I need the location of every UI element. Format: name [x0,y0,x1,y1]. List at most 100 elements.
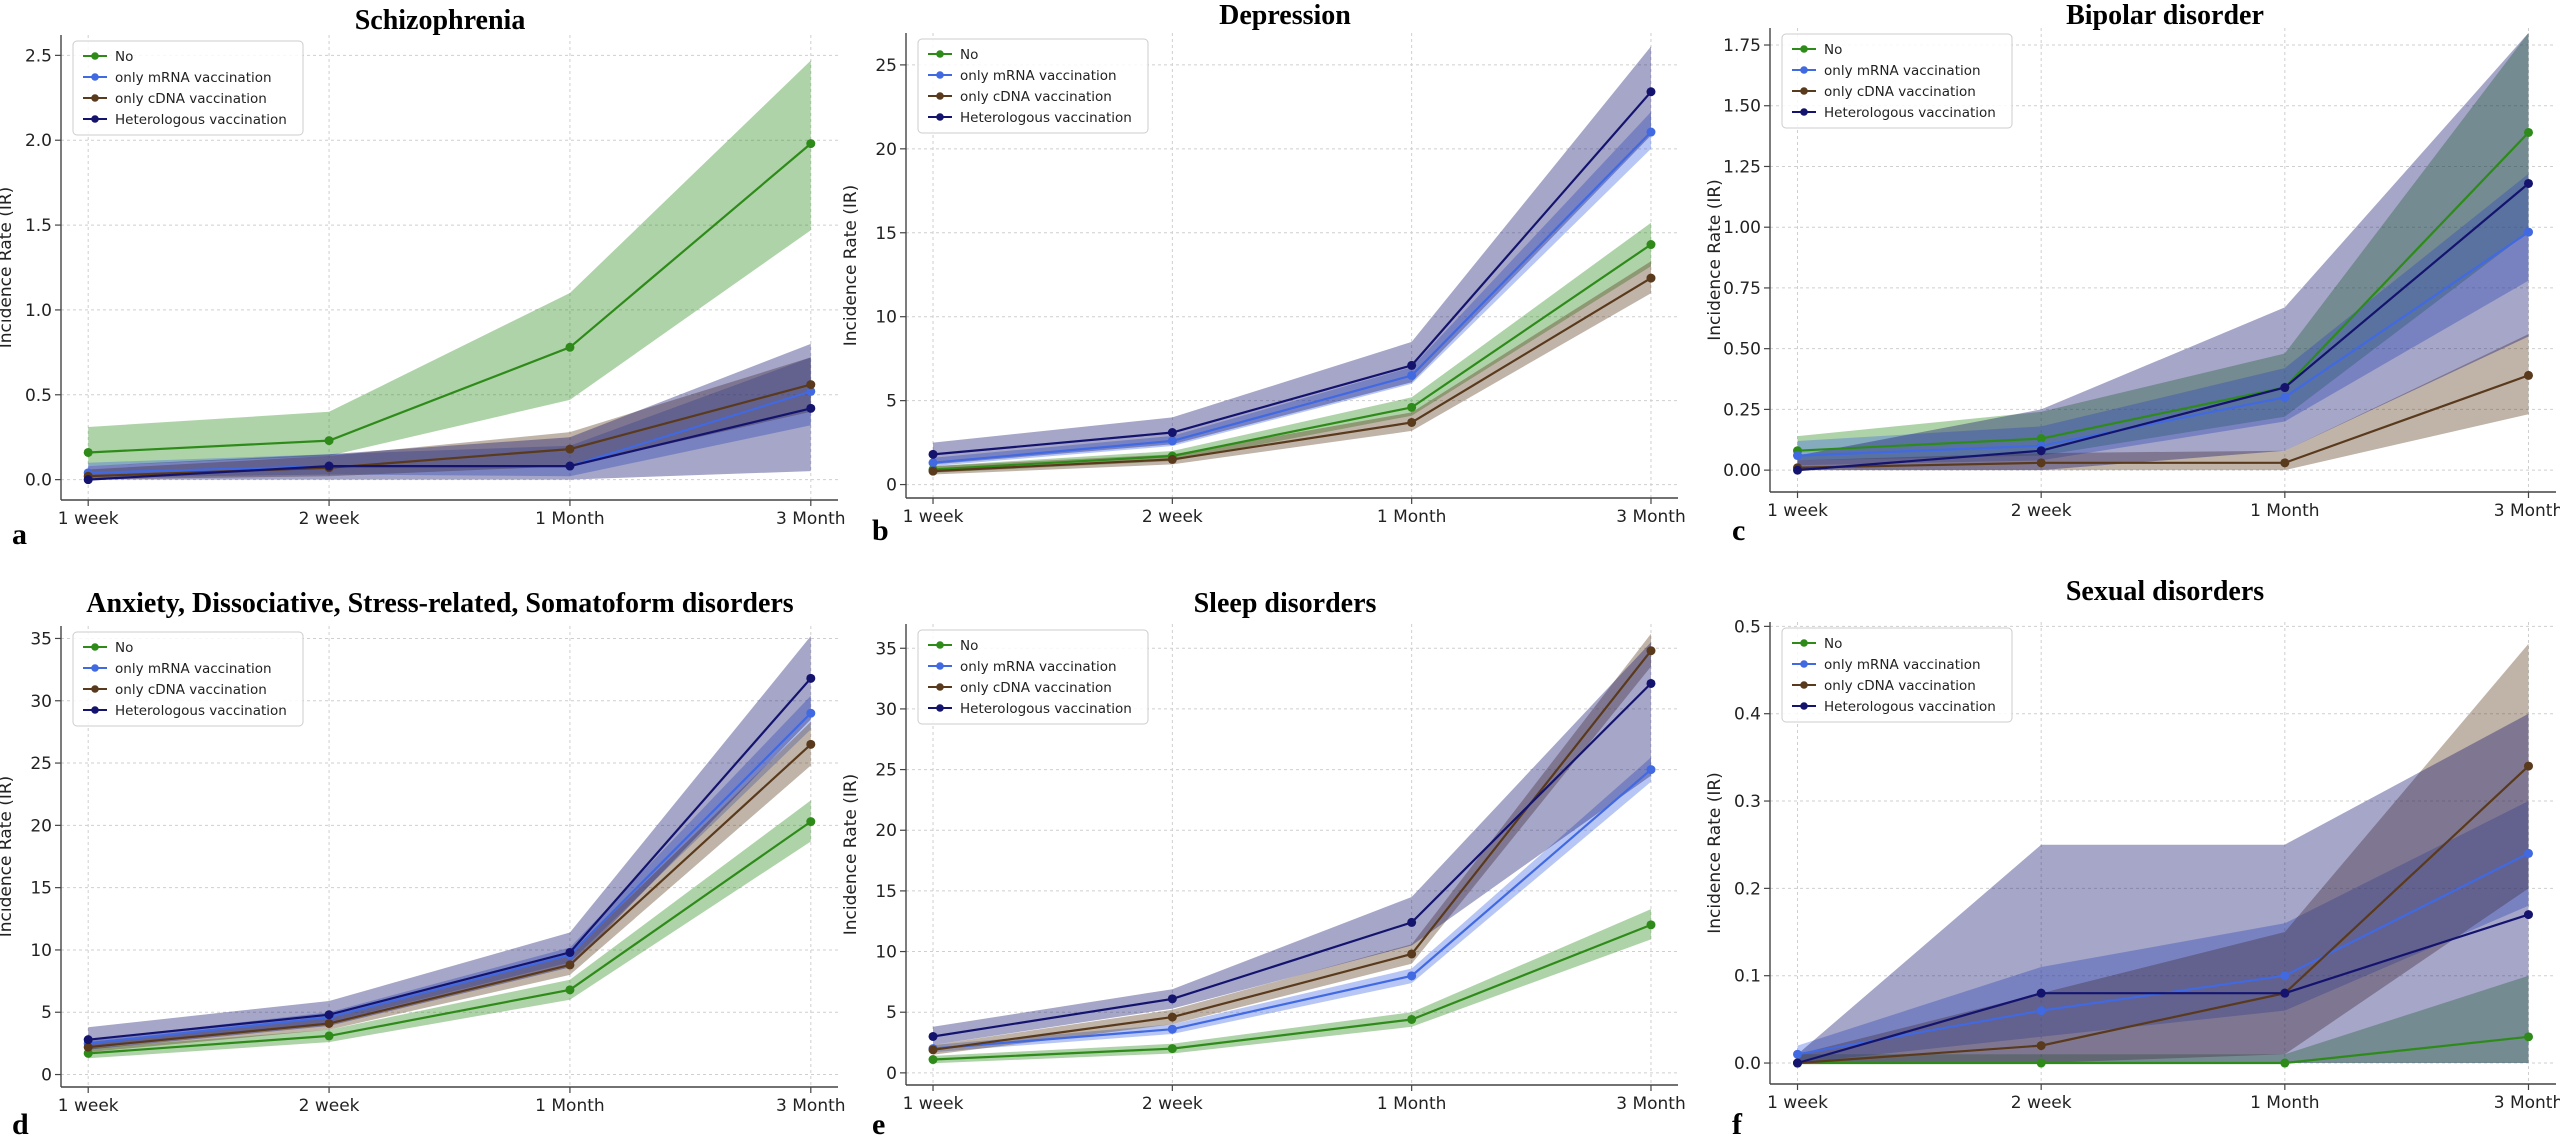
data-point [806,380,816,390]
x-tick-label: 3 Month [1616,1094,1686,1114]
y-tick-label: 1.75 [1723,36,1761,56]
ci-band-only-cdna-vaccination [88,357,811,480]
legend-marker [91,115,99,123]
data-point [928,1055,938,1065]
y-tick-label: 15 [875,882,897,902]
ci-band-only-cdna-vaccination [1797,643,2529,1063]
data-point [1167,1024,1177,1034]
y-tick-label: 0 [886,1064,897,1084]
legend-entry: No [1824,42,1842,58]
ci-band-only-mrna-vaccination [1797,173,2529,466]
y-tick-label: 5 [886,392,897,412]
data-point [1407,402,1417,412]
panel-title: Bipolar disorder [2066,0,2264,31]
legend-marker [1800,45,1808,53]
series-line-no [1797,1035,2529,1065]
data-point [1646,765,1656,775]
data-point [2523,127,2533,137]
data-point [1167,436,1177,446]
panel-letter: f [1732,1108,1743,1141]
y-tick-label: 5 [886,1003,897,1023]
y-axis-label: Incidence Rate (IR) [841,185,861,347]
data-point [1407,949,1417,959]
legend-box [72,631,304,727]
legend-entry: only cDNA vaccination [960,89,1112,105]
data-point [324,1031,334,1041]
data-point [1646,646,1656,656]
ci-band-only-cdna-vaccination [933,633,1651,1055]
ci-band-no [88,800,811,1059]
ci-band-no [1797,975,2529,1063]
data-point [2036,434,2046,444]
legend-marker [1800,66,1808,74]
y-tick-label: 20 [30,816,52,836]
data-point [1167,454,1177,464]
legend-entry: only mRNA vaccination [960,659,1117,675]
data-point [1167,1044,1177,1054]
panel-letter: b [872,514,889,547]
data-point [928,458,938,468]
data-point [2036,446,2046,456]
data-point [565,960,575,970]
data-point [1407,360,1417,370]
x-tick-label: 2 week [1142,1094,1203,1114]
data-point [2280,383,2290,393]
y-tick-label: 15 [875,224,897,244]
panel-title: Sleep disorders [1194,588,1377,619]
legend-entry: Heterologous vaccination [960,110,1132,126]
legend-marker [936,113,944,121]
legend-marker [936,71,944,79]
x-tick-label: 1 Month [535,1096,605,1116]
y-tick-label: 1.50 [1723,97,1761,117]
y-tick-label: 20 [875,821,897,841]
legend-entry: only cDNA vaccination [960,680,1112,696]
x-tick-label: 2 week [1142,507,1203,527]
panel-title: Schizophrenia [355,5,526,36]
ci-band-heterologous-vaccination [1797,32,2529,471]
y-tick-label: 1.0 [25,301,52,321]
y-tick-label: 30 [30,692,52,712]
x-tick-label: 1 week [1767,1093,1828,1113]
legend-box [72,40,304,136]
y-tick-label: 0.25 [1723,400,1761,420]
ci-band-heterologous-vaccination [88,343,811,480]
series-line-heterologous-vaccination [932,682,1652,1038]
legend-marker [91,52,99,60]
data-point [928,1045,938,1055]
panel-a: 0.0 0.5 1.0 1.5 2.0 2.5 1 week 2 week 1 Month 3 M… [0,5,846,551]
legend-entry: only cDNA vaccination [1824,678,1976,694]
legend-entry: Heterologous vaccination [115,703,287,719]
y-tick-label: 10 [875,943,897,963]
data-point [1646,273,1656,283]
data-point [1167,428,1177,438]
series-line-only-mrna-vaccination [1797,231,2530,457]
data-point [324,436,334,446]
data-point [928,449,938,459]
legend-entry: No [960,47,978,63]
panel-letter: c [1732,514,1745,547]
ci-band-no [88,60,811,467]
data-point [2280,392,2290,402]
panel-d: 0 5 10 15 20 25 30 35 1 week 2 week 1 Month 3 Month… [0,588,846,1141]
legend-entry: only mRNA vaccination [960,68,1117,84]
legend-entry: No [115,640,133,656]
x-tick-label: 1 week [58,509,119,529]
series-line-heterologous-vaccination [1797,913,2529,1065]
legend-marker [1800,108,1808,116]
legend-marker [1800,681,1808,689]
y-tick-label: 5 [41,1003,52,1023]
series-line-heterologous-vaccination [88,407,812,481]
y-tick-label: 25 [30,754,52,774]
series-line-no [1797,131,2530,452]
legend-entry: No [960,638,978,654]
legend-marker [936,50,944,58]
y-tick-label: 25 [875,761,897,781]
data-point [2523,178,2533,188]
data-point [83,475,93,485]
panel-letter: e [872,1108,885,1141]
legend-marker [91,685,99,693]
data-point [2523,848,2533,858]
series-line-only-mrna-vaccination [932,768,1652,1050]
legend-box [1781,33,2013,129]
series-line-heterologous-vaccination [932,91,1652,456]
